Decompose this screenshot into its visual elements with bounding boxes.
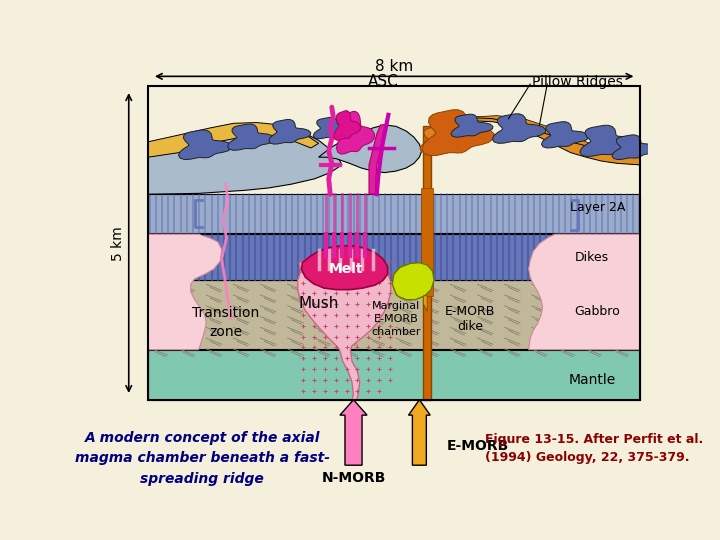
Polygon shape — [541, 122, 589, 148]
Bar — [148, 86, 640, 400]
Polygon shape — [336, 111, 374, 154]
Polygon shape — [148, 350, 640, 400]
Text: Dikes: Dikes — [575, 251, 608, 264]
Polygon shape — [148, 280, 640, 349]
Polygon shape — [179, 130, 232, 159]
Polygon shape — [148, 234, 640, 280]
Polygon shape — [148, 234, 222, 350]
Polygon shape — [297, 254, 391, 400]
Polygon shape — [302, 246, 387, 289]
Text: 8 km: 8 km — [374, 59, 413, 74]
Polygon shape — [451, 114, 493, 137]
FancyArrow shape — [340, 400, 367, 465]
Polygon shape — [148, 123, 319, 157]
Polygon shape — [148, 125, 342, 194]
FancyArrow shape — [408, 400, 431, 465]
Polygon shape — [612, 135, 658, 159]
Polygon shape — [228, 124, 275, 150]
Polygon shape — [423, 116, 640, 165]
Polygon shape — [423, 296, 427, 311]
Polygon shape — [334, 111, 361, 140]
Text: A modern concept of the axial
magma chamber beneath a fast-
spreading ridge: A modern concept of the axial magma cham… — [75, 430, 330, 486]
Polygon shape — [269, 119, 311, 144]
Polygon shape — [369, 125, 386, 194]
Text: ASC: ASC — [368, 74, 398, 89]
Polygon shape — [421, 188, 433, 296]
Text: Figure 13-15. After Perfit et al.
(1994) Geology, 22, 375-379.: Figure 13-15. After Perfit et al. (1994)… — [485, 433, 703, 464]
Text: Transition
zone: Transition zone — [192, 306, 259, 340]
Text: Layer 2A: Layer 2A — [570, 201, 626, 214]
Text: Melt: Melt — [328, 262, 363, 276]
Polygon shape — [392, 262, 434, 300]
Polygon shape — [423, 126, 431, 400]
Text: E-MORB: E-MORB — [446, 439, 509, 453]
Polygon shape — [148, 194, 640, 233]
Text: Marginal
E-MORB
chamber: Marginal E-MORB chamber — [372, 301, 421, 337]
Text: Mush: Mush — [298, 296, 339, 311]
Polygon shape — [528, 234, 640, 350]
Text: 5 km: 5 km — [111, 226, 125, 261]
Polygon shape — [492, 114, 546, 143]
Polygon shape — [319, 125, 422, 173]
Polygon shape — [420, 126, 462, 153]
Text: E-MORB
dike: E-MORB dike — [444, 305, 495, 333]
Polygon shape — [313, 117, 351, 139]
Text: Pillow Ridges: Pillow Ridges — [532, 75, 623, 89]
Polygon shape — [423, 118, 640, 165]
Text: Mantle: Mantle — [569, 374, 616, 388]
Text: N-MORB: N-MORB — [321, 471, 386, 485]
Polygon shape — [422, 110, 495, 156]
Text: Gabbro: Gabbro — [575, 305, 620, 318]
Polygon shape — [580, 125, 637, 157]
